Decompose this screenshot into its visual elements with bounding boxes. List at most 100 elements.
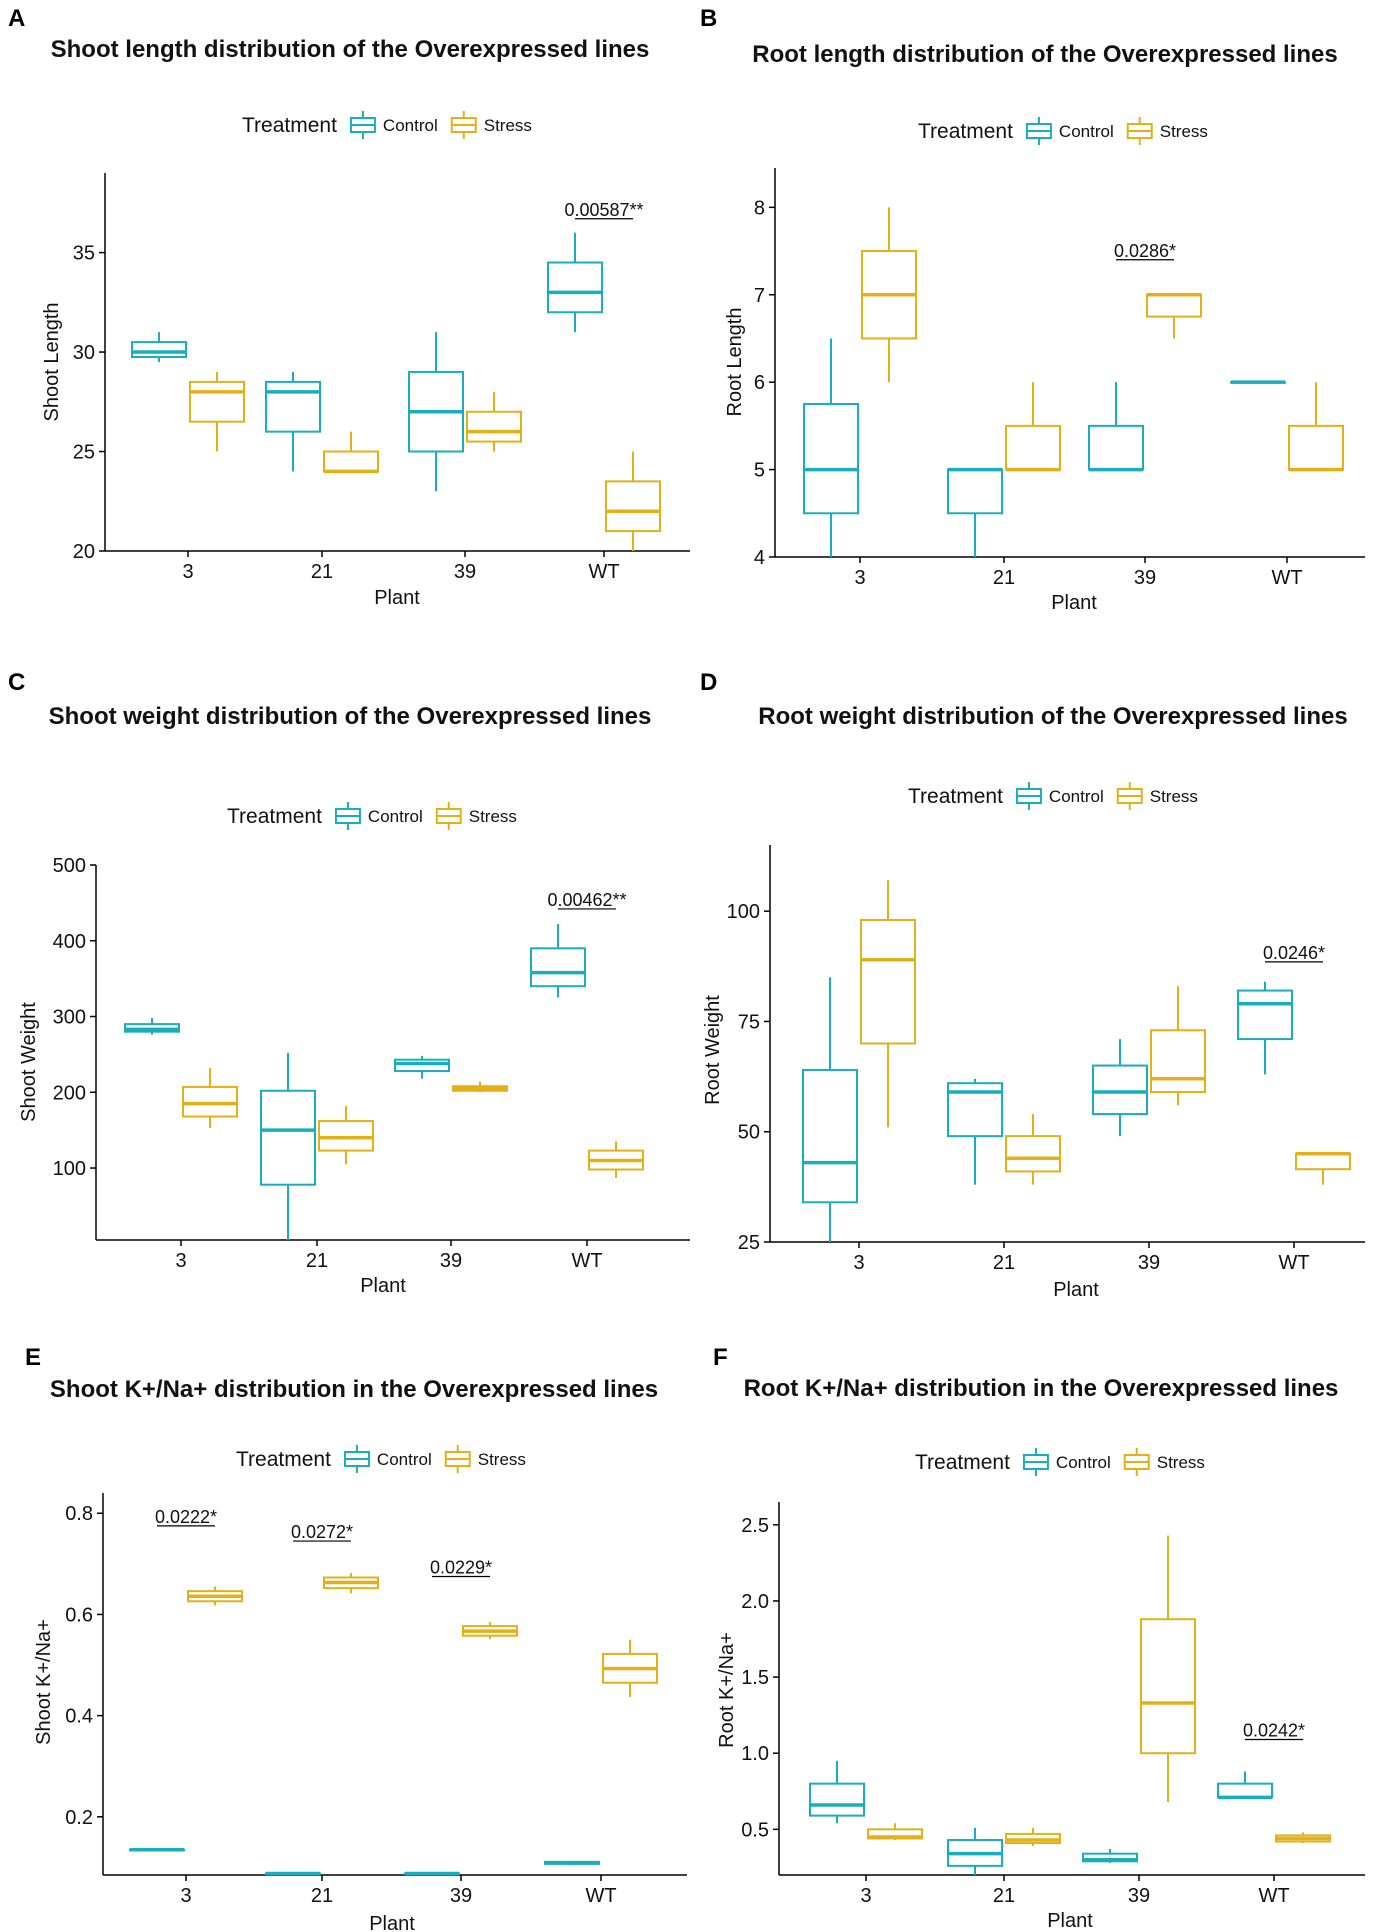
box-iqr	[1150, 1029, 1206, 1094]
y-tick-label: 35	[73, 243, 95, 265]
box-iqr	[803, 403, 859, 515]
x-tick-label: 39	[1128, 1885, 1150, 1907]
legend-title: Treatment	[915, 1451, 1010, 1474]
panel-title: Root weight distribution of the Overexpr…	[758, 703, 1347, 730]
box-control-wt	[547, 232, 603, 333]
legend-key-stress	[1126, 117, 1153, 145]
p-value: 0.00462	[547, 890, 612, 910]
x-tick-label: 21	[306, 1250, 328, 1272]
box-control-39	[1088, 382, 1144, 472]
p-value: 0.0242	[1243, 1721, 1298, 1741]
panel-letter: F	[713, 1344, 728, 1371]
x-tick-label: 3	[182, 561, 193, 583]
significance-annotation: 0.0222*	[155, 1507, 217, 1527]
box-control-3	[809, 1760, 865, 1824]
legend-key-control	[1015, 782, 1042, 810]
box-control-21	[260, 1052, 316, 1240]
box-stress-wt	[605, 451, 661, 551]
y-tick-label: 300	[53, 1007, 86, 1029]
box-stress-21	[1005, 1827, 1061, 1847]
x-tick-label: 21	[311, 561, 333, 583]
box-stress-21	[1005, 382, 1061, 472]
x-tick-label: WT	[585, 1885, 616, 1907]
y-tick-label: 8	[754, 197, 765, 219]
panel-letter: B	[700, 5, 717, 32]
legend-label-control: Control	[1059, 122, 1114, 141]
x-tick-label: 21	[311, 1885, 333, 1907]
box-iqr	[131, 341, 187, 359]
y-tick-label: 20	[73, 541, 95, 563]
box-stress-39	[1150, 986, 1206, 1106]
box-stress-21	[323, 431, 379, 474]
x-tick-label: 39	[454, 561, 476, 583]
box-control-39	[1092, 1039, 1148, 1137]
y-tick-label: 1.5	[741, 1667, 769, 1689]
panel-title: Root K+/Na+ distribution in the Overexpr…	[744, 1375, 1339, 1402]
panel-a: A Shoot length distribution of the Overex…	[8, 5, 690, 609]
box-control-3	[131, 332, 187, 362]
box-stress-21	[323, 1572, 379, 1594]
y-tick-label: 25	[73, 442, 95, 464]
box-stress-39	[466, 391, 522, 452]
y-tick-label: 0.6	[65, 1604, 93, 1626]
y-axis-title: Shoot K+/Na+	[33, 1619, 55, 1745]
panel-title: Root length distribution of the Overexpr…	[752, 41, 1337, 68]
box-stress-21	[318, 1105, 374, 1165]
significance-label: 0.0246*	[1263, 943, 1325, 963]
box-iqr	[318, 1120, 374, 1152]
x-tick-label: 3	[853, 1252, 864, 1274]
significance-stars: *	[1169, 241, 1176, 261]
x-tick-label: WT	[571, 1250, 602, 1272]
box-stress-3	[189, 371, 245, 452]
box-control-wt	[544, 1860, 600, 1865]
box-iqr	[265, 380, 321, 433]
significance-label: 0.0242*	[1243, 1721, 1305, 1741]
box-stress-wt	[602, 1639, 658, 1697]
y-axis-title: Shoot Length	[41, 303, 63, 422]
p-value: 0.0272	[291, 1522, 346, 1542]
box-iqr	[1140, 1618, 1196, 1755]
legend-key-stress	[444, 1445, 471, 1473]
box-iqr	[547, 261, 603, 314]
y-axis-title: Shoot Weight	[18, 1002, 40, 1122]
legend: Treatment Control Stress	[236, 1445, 526, 1473]
box-stress-39	[1146, 293, 1202, 339]
y-tick-label: 4	[754, 547, 765, 569]
box-stress-3	[867, 1823, 923, 1840]
box-control-wt	[1230, 380, 1286, 384]
significance-label: 0.00462**	[547, 890, 626, 910]
box-control-39	[408, 332, 464, 492]
significance-stars: *	[1298, 1721, 1305, 1741]
legend-title: Treatment	[242, 114, 337, 137]
legend: Treatment Control Stress	[227, 802, 517, 830]
significance-stars: *	[210, 1507, 217, 1527]
significance-annotation: 0.0272*	[291, 1522, 353, 1542]
significance-annotation: 0.0229*	[430, 1557, 492, 1577]
box-stress-3	[187, 1586, 243, 1606]
box-iqr	[182, 1085, 238, 1118]
x-axis-title: Plant	[1051, 592, 1097, 614]
box-iqr	[189, 380, 245, 423]
x-tick-label: 3	[180, 1885, 191, 1907]
panel-letter: C	[8, 669, 25, 696]
box-control-wt	[1217, 1771, 1273, 1800]
legend-title: Treatment	[908, 785, 1003, 808]
box-iqr	[860, 918, 916, 1045]
legend-key-stress	[1116, 782, 1143, 810]
panel-title: Shoot weight distribution of the Overexp…	[49, 703, 652, 730]
significance-annotation: 0.0246*	[1263, 943, 1325, 963]
significance-annotation: 0.00462**	[547, 890, 626, 910]
x-axis-title: Plant	[360, 1275, 406, 1297]
x-tick-label: 39	[1138, 1252, 1160, 1274]
x-tick-label: WT	[1278, 1252, 1309, 1274]
panel-title: Shoot length distribution of the Overexp…	[51, 36, 650, 63]
panel-b: B Root length distribution of the Overexp…	[700, 5, 1365, 614]
box-stress-wt	[1295, 1152, 1351, 1185]
box-iqr	[1005, 424, 1061, 471]
panel-e: E Shoot K+/Na+ distribution in the Overex…	[25, 1344, 687, 1932]
y-tick-label: 0.8	[65, 1503, 93, 1525]
box-iqr	[809, 1782, 865, 1817]
y-tick-label: 1.0	[741, 1743, 769, 1765]
box-control-21	[947, 1078, 1003, 1185]
